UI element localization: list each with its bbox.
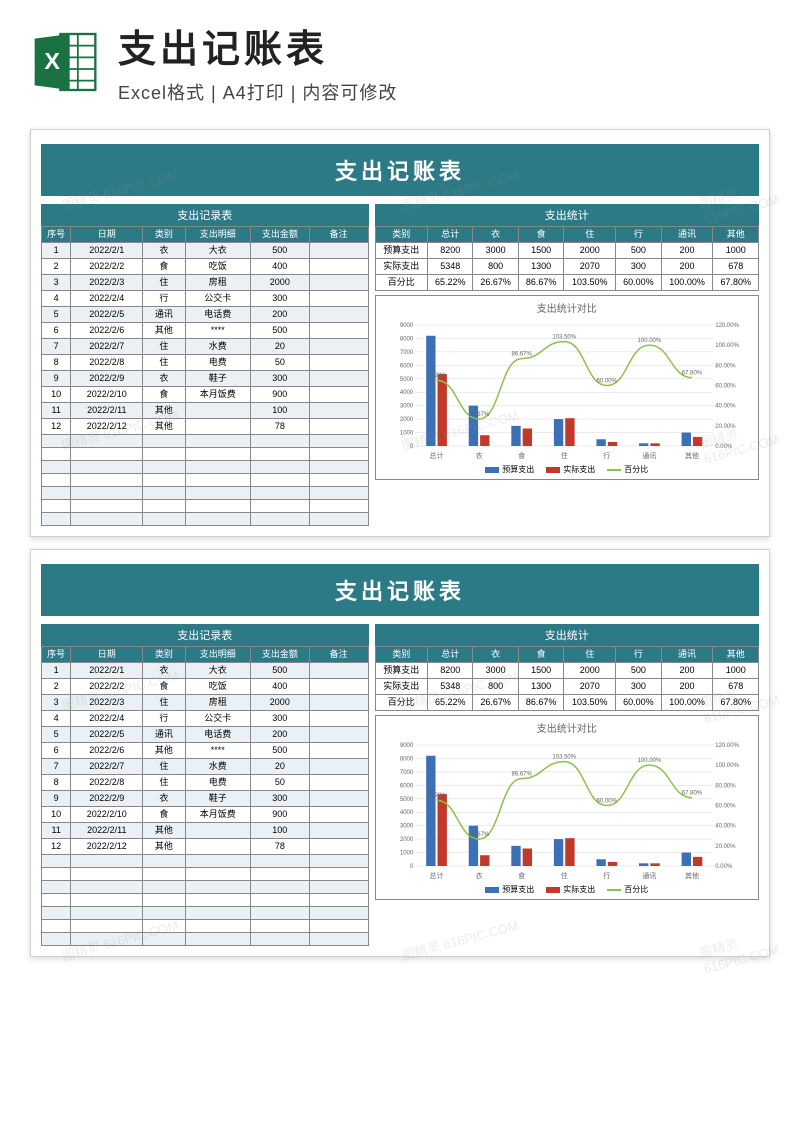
- svg-text:7000: 7000: [399, 350, 413, 356]
- svg-text:20.00%: 20.00%: [715, 424, 736, 430]
- svg-text:其他: 其他: [684, 451, 698, 460]
- svg-text:65.22%: 65.22%: [426, 373, 447, 379]
- stats-panel: 支出统计 类别总计衣食住行通讯其他预算支出8200300015002000500…: [375, 204, 759, 526]
- svg-text:0.00%: 0.00%: [715, 864, 733, 870]
- sheet: 支出记账表 支出记录表 序号日期类别支出明细支出金额备注12022/2/1衣大衣…: [30, 129, 770, 537]
- stats-table: 类别总计衣食住行通讯其他预算支出820030001500200050020010…: [375, 226, 759, 291]
- svg-text:67.80%: 67.80%: [681, 371, 702, 377]
- svg-text:103.50%: 103.50%: [552, 755, 576, 761]
- records-table: 序号日期类别支出明细支出金额备注12022/2/1衣大衣50022022/2/2…: [41, 226, 369, 526]
- chart-box: 支出统计对比 0 1000 2000 3000 4000 5000 6000 7000 8000…: [375, 295, 759, 480]
- svg-text:8000: 8000: [399, 336, 413, 342]
- svg-text:6000: 6000: [399, 363, 413, 369]
- svg-text:9000: 9000: [399, 743, 413, 749]
- sheet: 支出记账表 支出记录表 序号日期类别支出明细支出金额备注12022/2/1衣大衣…: [30, 549, 770, 957]
- svg-text:26.67%: 26.67%: [468, 412, 489, 418]
- svg-text:2000: 2000: [399, 417, 413, 423]
- stats-title: 支出统计: [375, 624, 759, 646]
- svg-text:80.00%: 80.00%: [715, 363, 736, 369]
- svg-text:8000: 8000: [399, 756, 413, 762]
- svg-text:40.00%: 40.00%: [715, 404, 736, 410]
- svg-text:100.00%: 100.00%: [715, 763, 739, 769]
- svg-text:总计: 总计: [429, 871, 443, 880]
- svg-text:26.67%: 26.67%: [468, 832, 489, 838]
- chart-title: 支出统计对比: [380, 300, 754, 315]
- svg-text:9000: 9000: [399, 323, 413, 329]
- svg-text:6000: 6000: [399, 783, 413, 789]
- svg-text:X: X: [44, 48, 60, 74]
- svg-text:65.22%: 65.22%: [426, 793, 447, 799]
- page-header: X 支出记账表 Excel格式 | A4打印 | 内容可修改: [0, 0, 800, 117]
- svg-text:2000: 2000: [399, 837, 413, 843]
- header-text: 支出记账表 Excel格式 | A4打印 | 内容可修改: [118, 18, 770, 105]
- chart-legend: 预算支出 实际支出 百分比: [380, 884, 754, 895]
- chart-legend: 预算支出 实际支出 百分比: [380, 464, 754, 475]
- svg-text:通讯: 通讯: [642, 871, 656, 880]
- svg-text:食: 食: [518, 871, 525, 880]
- svg-text:86.67%: 86.67%: [511, 352, 532, 358]
- svg-text:住: 住: [560, 451, 567, 460]
- svg-text:5000: 5000: [399, 797, 413, 803]
- stats-title: 支出统计: [375, 204, 759, 226]
- svg-text:86.67%: 86.67%: [511, 772, 532, 778]
- records-title: 支出记录表: [41, 624, 369, 646]
- svg-text:60.00%: 60.00%: [715, 804, 736, 810]
- svg-text:5000: 5000: [399, 377, 413, 383]
- svg-text:100.00%: 100.00%: [637, 338, 661, 344]
- chart-area: 0 1000 2000 3000 4000 5000 6000 7000 8000 9000 0.0…: [380, 317, 754, 462]
- svg-text:0: 0: [409, 444, 413, 450]
- sub-title: Excel格式 | A4打印 | 内容可修改: [118, 79, 770, 105]
- svg-text:通讯: 通讯: [642, 451, 656, 460]
- excel-icon: X: [30, 27, 100, 97]
- records-panel: 支出记录表 序号日期类别支出明细支出金额备注12022/2/1衣大衣500220…: [41, 624, 369, 946]
- svg-text:4000: 4000: [399, 810, 413, 816]
- chart-box: 支出统计对比 0 1000 2000 3000 4000 5000 6000 7000 8000…: [375, 715, 759, 900]
- svg-text:衣: 衣: [475, 871, 482, 880]
- svg-text:4000: 4000: [399, 390, 413, 396]
- svg-text:100.00%: 100.00%: [637, 758, 661, 764]
- svg-text:总计: 总计: [429, 451, 443, 460]
- svg-text:行: 行: [603, 451, 610, 460]
- svg-text:0.00%: 0.00%: [715, 444, 733, 450]
- svg-text:1000: 1000: [399, 851, 413, 857]
- svg-text:3000: 3000: [399, 404, 413, 410]
- svg-text:住: 住: [560, 871, 567, 880]
- records-title: 支出记录表: [41, 204, 369, 226]
- sheet-banner: 支出记账表: [41, 564, 759, 616]
- svg-text:60.00%: 60.00%: [596, 799, 617, 805]
- svg-text:7000: 7000: [399, 770, 413, 776]
- stats-table: 类别总计衣食住行通讯其他预算支出820030001500200050020010…: [375, 646, 759, 711]
- svg-text:0: 0: [409, 864, 413, 870]
- svg-text:3000: 3000: [399, 824, 413, 830]
- records-panel: 支出记录表 序号日期类别支出明细支出金额备注12022/2/1衣大衣500220…: [41, 204, 369, 526]
- svg-text:其他: 其他: [684, 871, 698, 880]
- svg-text:67.80%: 67.80%: [681, 791, 702, 797]
- svg-text:40.00%: 40.00%: [715, 824, 736, 830]
- svg-text:衣: 衣: [475, 451, 482, 460]
- svg-text:行: 行: [603, 871, 610, 880]
- svg-text:60.00%: 60.00%: [715, 384, 736, 390]
- stats-panel: 支出统计 类别总计衣食住行通讯其他预算支出8200300015002000500…: [375, 624, 759, 946]
- svg-text:80.00%: 80.00%: [715, 783, 736, 789]
- svg-text:食: 食: [518, 451, 525, 460]
- svg-text:20.00%: 20.00%: [715, 844, 736, 850]
- sheet-banner: 支出记账表: [41, 144, 759, 196]
- svg-text:60.00%: 60.00%: [596, 379, 617, 385]
- chart-area: 0 1000 2000 3000 4000 5000 6000 7000 8000 9000 0.0…: [380, 737, 754, 882]
- chart-title: 支出统计对比: [380, 720, 754, 735]
- svg-text:120.00%: 120.00%: [715, 323, 739, 329]
- svg-text:120.00%: 120.00%: [715, 743, 739, 749]
- records-table: 序号日期类别支出明细支出金额备注12022/2/1衣大衣50022022/2/2…: [41, 646, 369, 946]
- svg-text:1000: 1000: [399, 431, 413, 437]
- main-title: 支出记账表: [118, 18, 770, 73]
- svg-text:103.50%: 103.50%: [552, 335, 576, 341]
- svg-text:100.00%: 100.00%: [715, 343, 739, 349]
